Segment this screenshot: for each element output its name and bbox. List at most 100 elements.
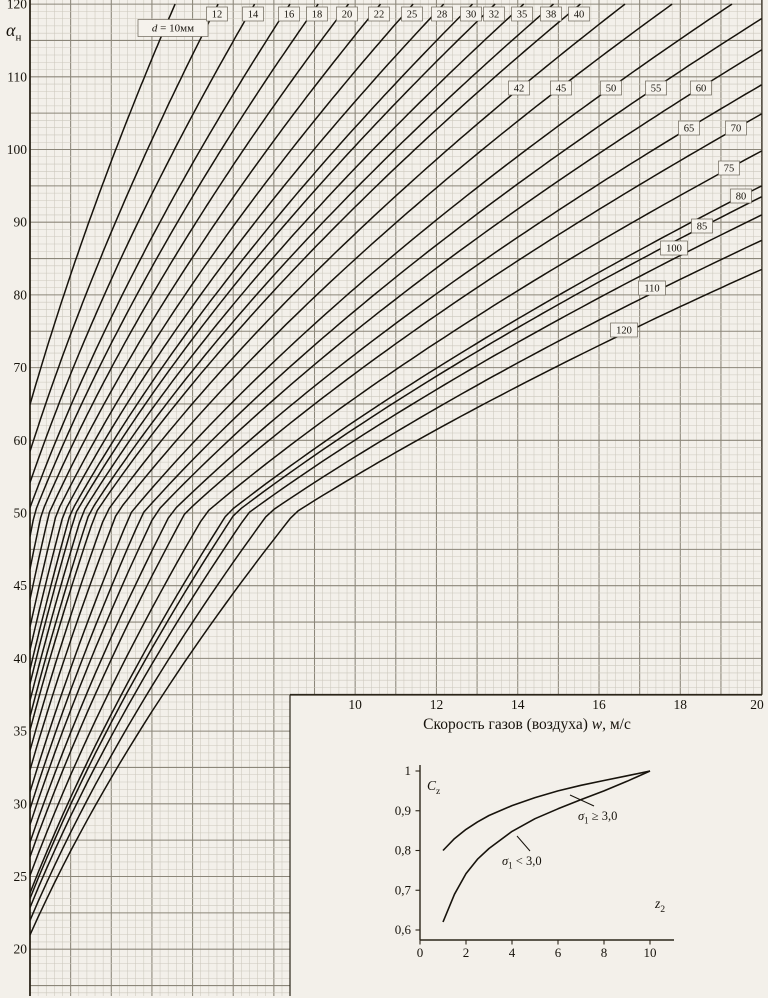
svg-text:80: 80 xyxy=(736,192,747,203)
curve-d-32 xyxy=(30,3,496,684)
svg-text:18: 18 xyxy=(312,10,323,21)
inset-y-tick-0,7: 0,7 xyxy=(395,882,412,897)
curve-d-70 xyxy=(30,113,762,858)
inset-curve-0 xyxy=(442,770,651,852)
y-tick-50: 50 xyxy=(14,506,28,521)
y-axis-subscript: н xyxy=(15,31,22,44)
y-tick-20: 20 xyxy=(14,942,28,957)
svg-text:120: 120 xyxy=(616,326,632,337)
curve-d-35 xyxy=(30,3,525,701)
svg-text:65: 65 xyxy=(684,124,695,135)
curve-label-16: 16 xyxy=(278,6,300,22)
curve-d-55 xyxy=(30,17,762,810)
curve-d-85 xyxy=(30,196,762,899)
curve-d-10 xyxy=(30,3,176,405)
curve-d-22 xyxy=(30,3,382,600)
inset-curve-label: σ1 < 3,0 xyxy=(502,854,542,871)
curve-label-35: 35 xyxy=(511,6,533,22)
curve-d-50 xyxy=(30,3,733,793)
x-axis-labels: 10 12 14 16 18 20 xyxy=(348,697,764,712)
curve-label-32: 32 xyxy=(483,6,505,22)
inset-x-tick-2: 2 xyxy=(463,945,470,960)
curve-d-40 xyxy=(30,3,581,731)
curve-d-38 xyxy=(30,3,554,717)
svg-text:16: 16 xyxy=(284,10,295,21)
y-tick-110: 110 xyxy=(7,69,27,84)
svg-text:85: 85 xyxy=(697,222,708,233)
curve-d-60 xyxy=(30,49,762,825)
svg-text:35: 35 xyxy=(517,10,528,21)
inset-x-tick-0: 0 xyxy=(417,945,424,960)
x-title-post: , м/с xyxy=(602,716,631,733)
svg-text:14: 14 xyxy=(248,10,259,21)
curve-label-20: 20 xyxy=(336,6,358,22)
y-tick-35: 35 xyxy=(14,724,28,739)
curve-label-12: 12 xyxy=(206,6,228,22)
x-tick-10: 10 xyxy=(348,697,362,712)
inset-y-axis-label: Cz xyxy=(427,778,441,797)
x-tick-18: 18 xyxy=(674,697,688,712)
curve-d-16 xyxy=(30,3,291,508)
svg-text:22: 22 xyxy=(374,10,385,21)
svg-text:75: 75 xyxy=(724,164,735,175)
curve-label-18: 18 xyxy=(306,6,328,22)
curve-d-30 xyxy=(30,3,474,670)
curve-label-100: 100 xyxy=(660,240,688,256)
y-tick-100: 100 xyxy=(7,142,28,157)
x-tick-16: 16 xyxy=(592,697,606,712)
y-tick-25: 25 xyxy=(14,869,28,884)
y-axis-title: αн xyxy=(6,20,21,44)
inset-curve-label-leader xyxy=(569,794,595,807)
curve-d-20 xyxy=(30,3,350,570)
curve-d-120 xyxy=(30,268,762,936)
svg-text:60: 60 xyxy=(696,84,707,95)
curve-d-80 xyxy=(30,185,762,894)
y-axis-labels: 120 110 100 90 80 70 60 50 45 40 35 30 25 20 xyxy=(7,0,28,957)
curve-label-50: 50 xyxy=(600,80,622,96)
curve-label-14: 14 xyxy=(242,6,264,22)
inset-x-tick-8: 8 xyxy=(601,945,608,960)
curve-label-28: 28 xyxy=(431,6,453,22)
y-tick-120: 120 xyxy=(7,0,28,12)
x-tick-20: 20 xyxy=(750,697,764,712)
svg-text:70: 70 xyxy=(731,124,742,135)
curve-d-12 xyxy=(30,3,219,452)
svg-text:12: 12 xyxy=(212,10,223,21)
curve-d-100 xyxy=(30,214,762,908)
y-tick-80: 80 xyxy=(14,287,28,302)
y-tick-30: 30 xyxy=(14,796,28,811)
curve-labels: d = 10мм 12 14 16 18 20 22 25 28 30 32 35 38 40 42 45 50… xyxy=(137,6,752,338)
curve-label-38: 38 xyxy=(540,6,562,22)
inset-x-tick-4: 4 xyxy=(509,945,516,960)
curve-label-22: 22 xyxy=(368,6,390,22)
curve-d-18 xyxy=(30,3,319,537)
x-tick-14: 14 xyxy=(511,697,525,712)
curve-label-55: 55 xyxy=(645,80,667,96)
inset-y-tick-0,6: 0,6 xyxy=(395,922,412,937)
y-axis-symbol: α xyxy=(6,20,16,40)
curve-label-10: d = 10мм xyxy=(137,19,209,37)
inset-curve-1 xyxy=(442,770,651,923)
axis-lines xyxy=(29,0,763,996)
x-axis-title: Скорость газов (воздуха) w, м/с xyxy=(292,716,762,734)
svg-text:42: 42 xyxy=(514,84,525,95)
curve-label-110: 110 xyxy=(638,280,666,296)
curve-label-120: 120 xyxy=(610,322,638,338)
curve-d-65 xyxy=(30,84,762,843)
svg-text:40: 40 xyxy=(574,10,585,21)
curve-d-75 xyxy=(30,150,762,876)
curve-label-85: 85 xyxy=(691,218,713,234)
svg-text:28: 28 xyxy=(437,10,448,21)
curve-label-45: 45 xyxy=(550,80,572,96)
svg-text:25: 25 xyxy=(407,10,418,21)
curve-label-30: 30 xyxy=(460,6,482,22)
inset-y-tick-0,8: 0,8 xyxy=(395,843,411,858)
curve-label-25: 25 xyxy=(401,6,423,22)
svg-text:d = 10мм: d = 10мм xyxy=(152,23,194,35)
y-tick-60: 60 xyxy=(14,433,28,448)
y-tick-90: 90 xyxy=(14,215,28,230)
inset-curve-label: σ1 ≥ 3,0 xyxy=(578,809,617,826)
inset-x-tick-10: 10 xyxy=(644,945,657,960)
y-tick-45: 45 xyxy=(14,578,28,593)
